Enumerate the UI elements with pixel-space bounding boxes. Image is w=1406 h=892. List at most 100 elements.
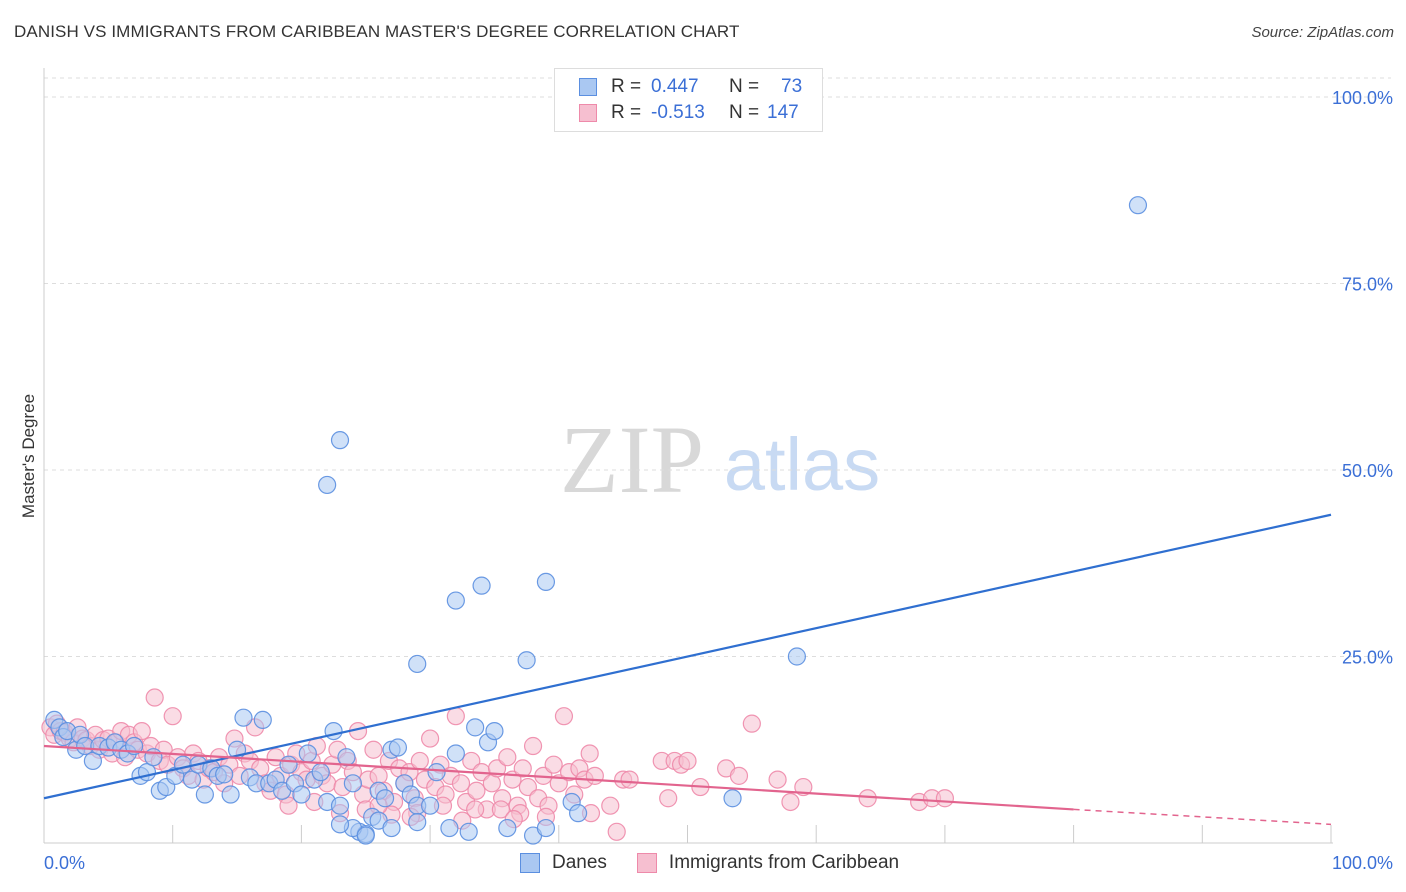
- data-point: [467, 781, 486, 800]
- data-point: [935, 789, 955, 808]
- data-point: [173, 755, 193, 774]
- data-point: [678, 751, 697, 771]
- y-tick-label: 75.0%: [1342, 275, 1393, 295]
- x-tick-label: 100.0%: [1332, 853, 1393, 873]
- data-point: [163, 707, 182, 726]
- data-point: [421, 729, 440, 748]
- data-point: [498, 748, 517, 767]
- data-point: [215, 765, 234, 784]
- trendlines: [43, 513, 1332, 826]
- data-point: [364, 740, 383, 759]
- y-tick-label: 100.0%: [1332, 88, 1393, 108]
- data-point: [466, 800, 485, 819]
- tick-labels: 25.0% 50.0% 75.0% 100.0% 0.0% 100.0%: [44, 88, 1393, 873]
- data-point: [446, 744, 465, 763]
- data-point: [132, 721, 151, 741]
- y-axis-label: Master's Degree: [19, 394, 38, 518]
- data-point: [498, 818, 517, 838]
- data-point: [427, 763, 446, 782]
- data-point: [601, 796, 620, 815]
- data-point: [768, 770, 787, 789]
- legend-swatch-danes: [579, 78, 597, 96]
- data-point: [253, 710, 272, 730]
- gridlines: [44, 77, 1391, 657]
- source-label: Source: ZipAtlas.com: [1251, 24, 1394, 41]
- legend-item-caribbean[interactable]: Immigrants from Caribbean: [636, 852, 900, 874]
- data-point: [781, 792, 800, 812]
- data-point: [451, 774, 471, 793]
- legend-n-label: N =: [729, 102, 760, 123]
- data-point: [279, 755, 298, 774]
- data-point: [292, 785, 311, 804]
- data-point: [580, 744, 599, 763]
- data-point: [234, 708, 253, 727]
- data-point: [466, 718, 485, 737]
- data-point: [544, 755, 563, 774]
- data-point: [585, 766, 604, 785]
- data-point: [1128, 196, 1148, 215]
- trendline-danes: [43, 513, 1332, 800]
- data-point: [330, 431, 350, 450]
- stats-legend: R = 0.447 N = 73 R = -0.513 N = 147: [554, 68, 823, 132]
- data-point: [408, 654, 427, 674]
- data-point: [459, 822, 478, 841]
- data-point: [388, 738, 408, 757]
- data-point: [729, 766, 749, 785]
- trendline-caribbean-extension: [1073, 808, 1332, 826]
- axes: [43, 68, 1333, 844]
- data-point: [472, 576, 491, 595]
- watermark: ZIP atlas: [560, 406, 880, 513]
- data-point: [221, 785, 240, 804]
- data-point: [382, 818, 401, 838]
- data-point: [298, 744, 317, 763]
- data-point: [318, 475, 337, 495]
- legend-item-danes[interactable]: Danes: [520, 852, 607, 874]
- data-point: [356, 826, 375, 845]
- data-point: [330, 815, 350, 834]
- data-point: [659, 789, 678, 808]
- data-point: [536, 572, 556, 592]
- data-point: [343, 774, 362, 793]
- legend-n-value: 147: [767, 102, 799, 123]
- legend-r-label: R =: [611, 76, 642, 97]
- data-point: [440, 818, 459, 838]
- data-point: [513, 759, 532, 778]
- data-point: [195, 785, 214, 804]
- data-point: [523, 736, 543, 756]
- data-point: [375, 789, 395, 808]
- legend-label-caribbean: Immigrants from Caribbean: [668, 852, 900, 873]
- watermark-atlas: atlas: [724, 423, 880, 506]
- data-point: [787, 647, 806, 666]
- trendline-caribbean: [43, 744, 1074, 811]
- legend-r-label: R =: [611, 102, 642, 123]
- data-point: [144, 748, 163, 767]
- legend-swatch-caribbean: [636, 853, 657, 873]
- legend-row-danes: R = 0.447 N = 73: [579, 75, 802, 99]
- data-point: [518, 777, 538, 797]
- data-point: [517, 651, 536, 670]
- legend-swatch-danes: [520, 853, 540, 873]
- data-point: [145, 688, 164, 707]
- y-tick-label: 25.0%: [1342, 648, 1393, 668]
- data-point: [485, 721, 504, 741]
- data-point: [491, 800, 510, 819]
- data-point: [742, 714, 761, 733]
- y-tick-label: 50.0%: [1342, 461, 1393, 481]
- legend-n-value: 73: [781, 76, 803, 97]
- data-point: [337, 748, 356, 767]
- legend-r-value: -0.513: [651, 102, 705, 123]
- data-point: [569, 804, 588, 823]
- data-point: [620, 770, 639, 789]
- data-point: [408, 813, 427, 832]
- data-point: [410, 751, 429, 771]
- data-point: [446, 591, 465, 610]
- legend-n-label: N =: [729, 76, 760, 97]
- legend-row-caribbean: R = -0.513 N = 147: [579, 101, 799, 125]
- legend-r-value: 0.447: [651, 76, 699, 97]
- chart-title: DANISH VS IMMIGRANTS FROM CARIBBEAN MAST…: [14, 22, 740, 41]
- data-point: [446, 707, 465, 726]
- watermark-zip: ZIP: [560, 406, 704, 513]
- data-point: [554, 707, 574, 726]
- data-point: [858, 789, 877, 808]
